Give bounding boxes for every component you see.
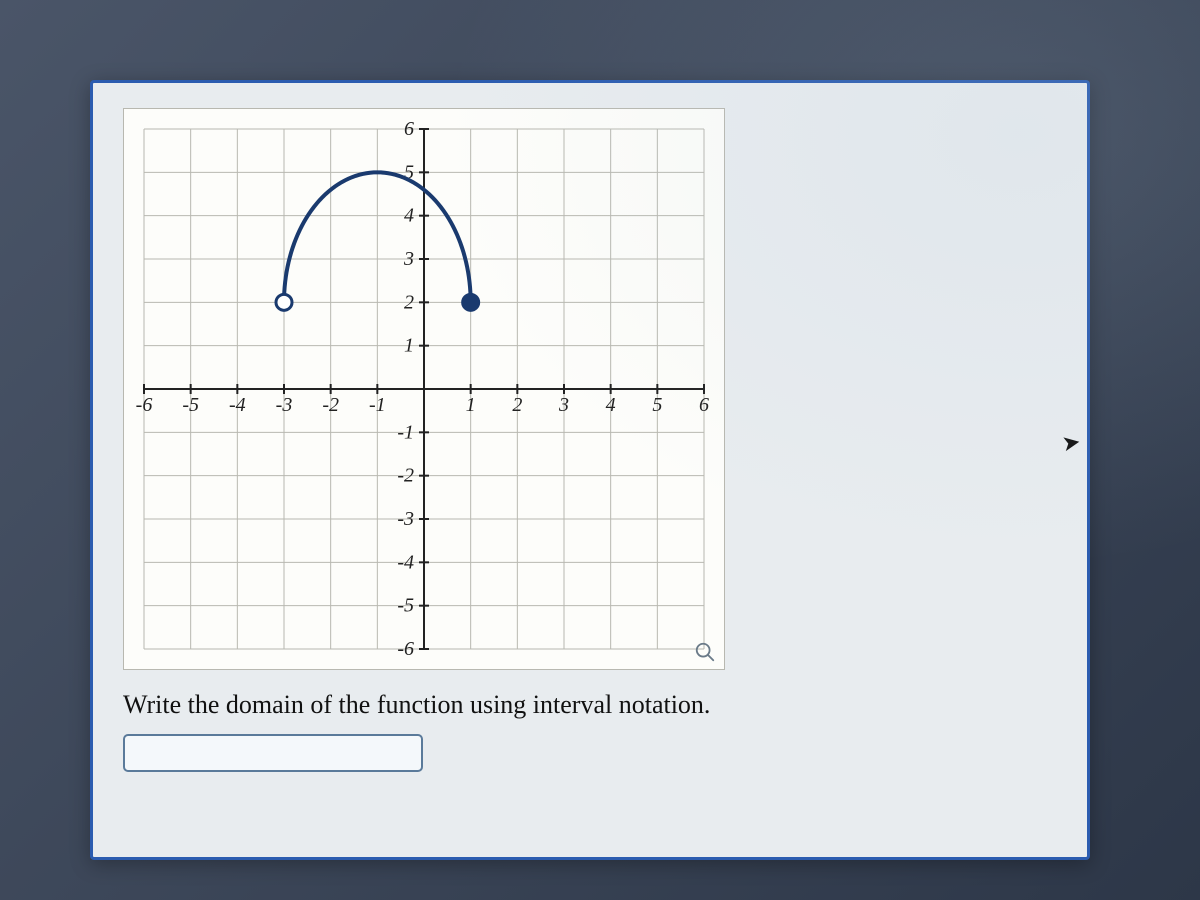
svg-text:-4: -4	[397, 551, 414, 573]
graph-panel: -6-5-4-3-2-1123456654321-1-2-3-4-5-6	[123, 108, 725, 670]
svg-text:-2: -2	[322, 394, 339, 416]
zoom-icon[interactable]	[694, 641, 716, 663]
svg-text:-5: -5	[182, 394, 199, 416]
svg-text:2: 2	[404, 291, 414, 313]
svg-text:4: 4	[606, 394, 616, 416]
svg-text:-5: -5	[397, 595, 414, 617]
svg-text:-1: -1	[369, 394, 386, 416]
svg-text:1: 1	[466, 394, 476, 416]
svg-text:1: 1	[404, 335, 414, 357]
svg-text:6: 6	[404, 118, 414, 140]
svg-text:3: 3	[558, 394, 569, 416]
svg-text:5: 5	[652, 394, 662, 416]
cursor-arrow-icon: ➤	[1059, 429, 1082, 458]
question-prompt: Write the domain of the function using i…	[123, 690, 1057, 720]
svg-text:-2: -2	[397, 465, 414, 487]
svg-text:-3: -3	[397, 508, 414, 530]
svg-text:-3: -3	[276, 394, 293, 416]
svg-text:6: 6	[699, 394, 709, 416]
svg-text:-1: -1	[397, 421, 414, 443]
answer-input[interactable]	[123, 734, 423, 772]
svg-text:-6: -6	[397, 638, 414, 660]
svg-text:-4: -4	[229, 394, 246, 416]
svg-text:-6: -6	[136, 394, 153, 416]
svg-text:4: 4	[404, 205, 414, 227]
svg-text:2: 2	[512, 394, 522, 416]
svg-text:3: 3	[403, 248, 414, 270]
coordinate-plane: -6-5-4-3-2-1123456654321-1-2-3-4-5-6	[124, 109, 724, 669]
question-card: -6-5-4-3-2-1123456654321-1-2-3-4-5-6 Wri…	[90, 80, 1090, 860]
